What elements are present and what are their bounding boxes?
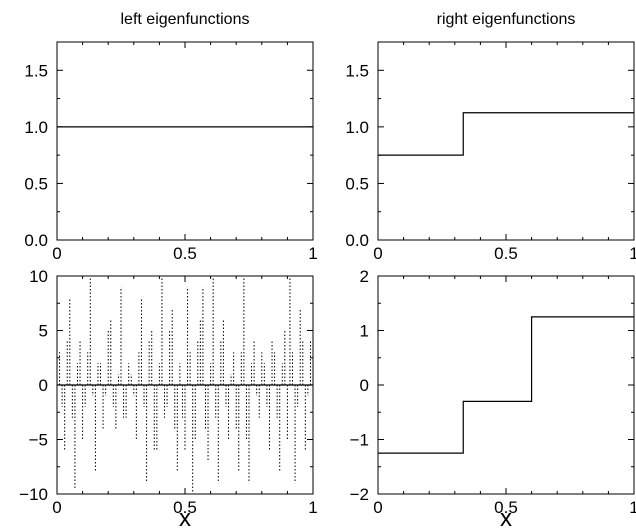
- y-tick-label: −5: [29, 431, 48, 450]
- y-tick-label: −10: [19, 485, 48, 504]
- y-tick-label: 0: [360, 376, 369, 395]
- panel-title: left eigenfunctions: [121, 11, 250, 28]
- series-0-line: [378, 112, 634, 156]
- x-tick-label: 0: [52, 498, 61, 517]
- y-tick-label: 10: [29, 267, 48, 286]
- y-tick-label: 1.5: [345, 61, 369, 80]
- x-tick-label: 0.5: [173, 244, 197, 263]
- panel-right-top: 0 0.5 1 0.0 0.5 1.0 1.5 right eigenfunctions: [345, 11, 636, 263]
- y-tick-label: 0.5: [345, 174, 369, 193]
- x-tick-label: 0: [52, 244, 61, 263]
- y-tick-label: 1.0: [24, 118, 48, 137]
- y-tick-label: 0: [39, 376, 48, 395]
- panel-right-bottom: 0 0.5 1 −2 −1 0 1 2 x: [350, 267, 636, 529]
- x-tick-label: 0.5: [494, 498, 518, 517]
- panel-left-top: 0 0.5 1 0.0 0.5 1.0 1.5 left eigenfunctions: [24, 11, 317, 263]
- y-tick-label: 0.0: [345, 231, 369, 250]
- panel-left-bottom: 0 0.5 1 −10 −5 0 5 10 x: [19, 267, 318, 529]
- y-tick-label: 1.5: [24, 61, 48, 80]
- x-tick-label: 1: [629, 244, 636, 263]
- y-tick-label: 1: [360, 322, 369, 341]
- panel-title: right eigenfunctions: [437, 11, 576, 28]
- y-tick-label: −1: [350, 431, 369, 450]
- x-tick-label: 1: [308, 498, 317, 517]
- plot-frame: [56, 41, 314, 241]
- x-tick-label: 0.5: [494, 244, 518, 263]
- plot-frame: [377, 275, 635, 495]
- x-tick-label: 0: [373, 498, 382, 517]
- y-tick-label: 0.0: [24, 231, 48, 250]
- y-tick-label: 0.5: [24, 174, 48, 193]
- x-tick-label: 0.5: [173, 498, 197, 517]
- x-tick-label: 1: [629, 498, 636, 517]
- series-0-line: [378, 316, 634, 454]
- y-tick-label: 2: [360, 267, 369, 286]
- y-tick-label: −2: [350, 485, 369, 504]
- y-tick-label: 1.0: [345, 118, 369, 137]
- x-tick-label: 0: [373, 244, 382, 263]
- y-tick-label: 5: [39, 322, 48, 341]
- x-tick-label: 1: [308, 244, 317, 263]
- plot-frame: [377, 41, 635, 241]
- x-axis-label: x: [179, 505, 191, 529]
- x-axis-label: x: [500, 505, 512, 529]
